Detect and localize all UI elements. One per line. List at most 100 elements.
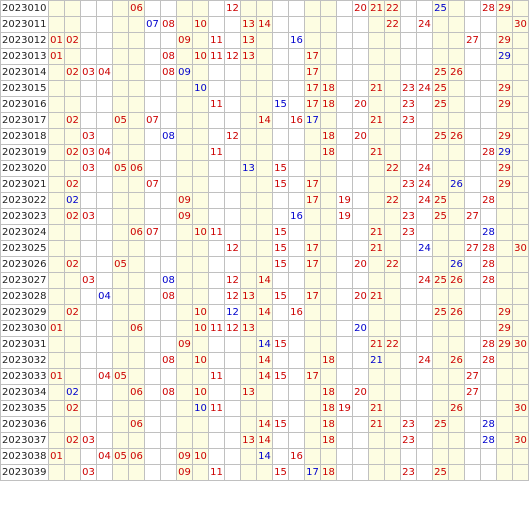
empty-cell [80,352,97,369]
empty-cell [224,256,241,273]
drawn-number: 15 [272,96,289,113]
issue-number: 2023038 [0,448,49,465]
drawn-number: 02 [64,176,81,193]
drawn-number: 14 [256,304,273,321]
issue-number: 2023021 [0,176,49,193]
empty-cell [336,384,353,401]
drawn-number: 28 [480,352,497,369]
drawn-number: 25 [432,0,449,17]
empty-cell [128,32,145,49]
empty-cell [208,272,225,289]
empty-cell [80,448,97,465]
empty-cell [208,336,225,353]
empty-cell [160,240,177,257]
drawn-number: 07 [144,224,161,241]
empty-cell [288,352,305,369]
empty-cell [288,96,305,113]
drawn-number: 30 [512,400,529,417]
empty-cell [80,80,97,97]
empty-cell [192,128,209,145]
empty-cell [48,304,65,321]
empty-cell [416,304,433,321]
empty-cell [496,416,513,433]
drawn-number: 11 [208,144,225,161]
drawn-number: 05 [112,160,129,177]
empty-cell [112,224,129,241]
empty-cell [368,256,385,273]
table-row: 2023021 02 07 15 17 23 24 26 29 [0,176,529,193]
drawn-number: 30 [512,16,529,33]
empty-cell [240,368,257,385]
drawn-number: 06 [128,0,145,17]
drawn-number: 23 [400,416,417,433]
empty-cell [192,416,209,433]
drawn-number: 23 [400,224,417,241]
empty-cell [512,320,529,337]
empty-cell [48,464,65,481]
drawn-number: 06 [128,320,145,337]
drawn-number: 14 [256,448,273,465]
empty-cell [320,16,337,33]
empty-cell [480,288,497,305]
drawn-number: 25 [432,464,449,481]
empty-cell [176,368,193,385]
empty-cell [352,48,369,65]
drawn-number: 27 [464,240,481,257]
empty-cell [336,272,353,289]
empty-cell [96,112,113,129]
empty-cell [272,192,289,209]
empty-cell [160,32,177,49]
empty-cell [144,272,161,289]
empty-cell [128,144,145,161]
drawn-number: 24 [416,192,433,209]
issue-number: 2023027 [0,272,49,289]
empty-cell [256,400,273,417]
empty-cell [512,288,529,305]
empty-cell [464,64,481,81]
empty-cell [384,208,401,225]
empty-cell [400,16,417,33]
empty-cell [336,448,353,465]
empty-cell [208,432,225,449]
empty-cell [112,240,129,257]
empty-cell [64,288,81,305]
empty-cell [48,112,65,129]
empty-cell [176,48,193,65]
drawn-number: 28 [480,416,497,433]
drawn-number: 17 [304,80,321,97]
empty-cell [80,16,97,33]
empty-cell [224,400,241,417]
empty-cell [400,448,417,465]
empty-cell [464,464,481,481]
empty-cell [240,352,257,369]
empty-cell [192,256,209,273]
empty-cell [128,128,145,145]
empty-cell [272,48,289,65]
drawn-number: 24 [416,176,433,193]
empty-cell [448,448,465,465]
drawn-number: 02 [64,144,81,161]
empty-cell [416,432,433,449]
drawn-number: 17 [304,176,321,193]
empty-cell [112,416,129,433]
table-row: 2023025 12 15 17 21 24 27 28 30 [0,240,529,257]
empty-cell [256,240,273,257]
drawn-number: 17 [304,256,321,273]
table-row: 2023010 06 12 20 21 22 25 28 29 [0,0,529,17]
drawn-number: 22 [384,0,401,17]
empty-cell [160,320,177,337]
empty-cell [448,80,465,97]
empty-cell [80,400,97,417]
drawn-number: 13 [240,16,257,33]
empty-cell [128,256,145,273]
empty-cell [48,384,65,401]
issue-number: 2023012 [0,32,49,49]
drawn-number: 26 [448,64,465,81]
empty-cell [48,144,65,161]
empty-cell [80,304,97,321]
empty-cell [96,272,113,289]
empty-cell [144,320,161,337]
empty-cell [512,384,529,401]
empty-cell [400,192,417,209]
empty-cell [176,384,193,401]
